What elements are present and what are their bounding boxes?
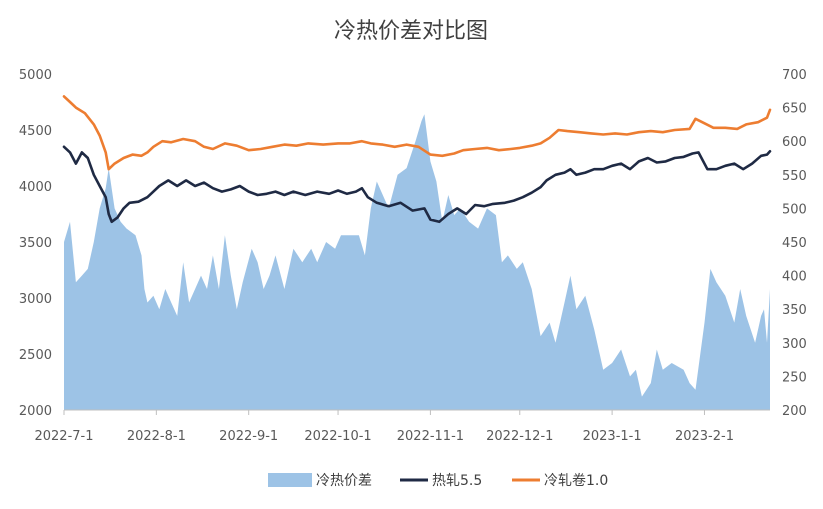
y-left-tick-label: 3500 (19, 236, 52, 251)
x-tick-label: 2023-2-1 (675, 429, 734, 444)
y-left-tick-label: 2500 (19, 348, 52, 363)
y-left-tick-label: 2000 (19, 404, 52, 419)
y-right-tick-label: 700 (782, 68, 807, 83)
y-right-tick-label: 250 (782, 370, 807, 385)
legend-label: 冷轧卷1.0 (544, 473, 608, 489)
y-left-tick-label: 5000 (19, 68, 52, 83)
series-line-hot-rolled (62, 145, 772, 224)
x-tick-label: 2023-1-1 (583, 429, 642, 444)
x-tick-label: 2022-10-1 (304, 429, 371, 444)
series-area-spread (64, 114, 770, 411)
y-right-tick-label: 200 (782, 404, 807, 419)
y-right-tick-label: 650 (782, 102, 807, 117)
chart-title: 冷热价差对比图 (334, 19, 488, 44)
y-right-tick-label: 500 (782, 202, 807, 217)
legend-label: 热轧5.5 (432, 473, 482, 489)
x-tick-label: 2022-9-1 (219, 429, 278, 444)
y-right-tick-label: 600 (782, 135, 807, 150)
x-tick-label: 2022-12-1 (486, 429, 553, 444)
legend-item-hot-rolled: 热轧5.5 (400, 473, 482, 489)
y-right-tick-label: 350 (782, 303, 807, 318)
legend: 冷热价差 热轧5.5 冷轧卷1.0 (268, 473, 608, 489)
y-right-tick-label: 400 (782, 270, 807, 285)
y-right-tick-label: 450 (782, 236, 807, 251)
legend-label: 冷热价差 (316, 473, 372, 489)
series-line-cold-rolled (62, 95, 772, 171)
x-tick-label: 2022-7-1 (34, 429, 93, 444)
x-tick-label: 2022-11-1 (397, 429, 464, 444)
axis-layer: 2022-7-1 2022-8-1 2022-9-1 2022-10-1 2022-11… (19, 68, 807, 444)
series-layer (62, 95, 772, 411)
y-left-tick-label: 3000 (19, 292, 52, 307)
legend-swatch (268, 473, 312, 487)
legend-item-spread: 冷热价差 (268, 473, 372, 489)
x-tick-label: 2022-8-1 (127, 429, 186, 444)
y-right-tick-label: 550 (782, 169, 807, 184)
legend-item-cold-rolled: 冷轧卷1.0 (512, 473, 608, 489)
y-left-tick-label: 4500 (19, 124, 52, 139)
y-right-tick-label: 300 (782, 337, 807, 352)
y-left-tick-label: 4000 (19, 180, 52, 195)
